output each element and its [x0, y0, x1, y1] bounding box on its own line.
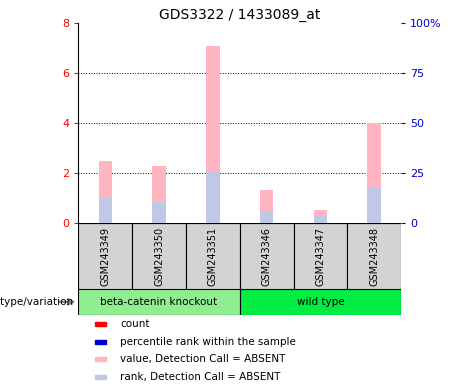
Bar [132, 223, 186, 289]
Text: GSM243351: GSM243351 [208, 227, 218, 286]
Text: GSM243348: GSM243348 [369, 227, 379, 286]
Text: count: count [120, 319, 150, 329]
Bar [95, 340, 106, 344]
Bar [206, 46, 219, 223]
Text: beta-catenin knockout: beta-catenin knockout [100, 297, 218, 307]
Text: GSM243349: GSM243349 [100, 227, 110, 286]
Text: genotype/variation: genotype/variation [0, 297, 74, 307]
Title: GDS3322 / 1433089_at: GDS3322 / 1433089_at [159, 8, 320, 22]
Bar [313, 210, 327, 223]
Bar [240, 223, 294, 289]
Bar [313, 216, 327, 223]
Bar [294, 223, 347, 289]
Text: GSM243347: GSM243347 [315, 227, 325, 286]
Bar [367, 123, 381, 223]
Bar [99, 199, 112, 223]
Bar [347, 223, 401, 289]
Bar [78, 289, 240, 314]
Bar [152, 202, 166, 223]
Bar [260, 190, 273, 223]
Bar [95, 358, 106, 361]
Bar [95, 375, 106, 379]
Text: wild type: wild type [296, 297, 344, 307]
Text: value, Detection Call = ABSENT: value, Detection Call = ABSENT [120, 354, 286, 364]
Bar [240, 289, 401, 314]
Bar [260, 211, 273, 223]
Bar [206, 171, 219, 223]
Bar [95, 323, 106, 326]
Bar [152, 166, 166, 223]
Text: percentile rank within the sample: percentile rank within the sample [120, 337, 296, 347]
Text: GSM243346: GSM243346 [261, 227, 272, 286]
Bar [78, 223, 132, 289]
Bar [367, 187, 381, 223]
Bar [99, 161, 112, 223]
Bar [186, 223, 240, 289]
Text: GSM243350: GSM243350 [154, 227, 164, 286]
Text: rank, Detection Call = ABSENT: rank, Detection Call = ABSENT [120, 372, 281, 382]
